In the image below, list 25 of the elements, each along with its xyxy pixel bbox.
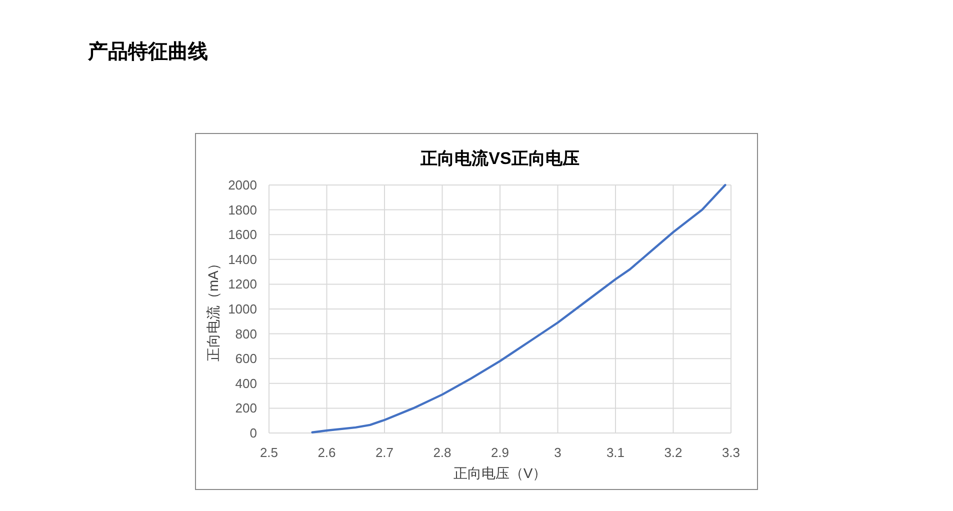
x-tick-label: 3 — [554, 445, 562, 460]
y-tick-label: 600 — [235, 351, 257, 366]
line-series — [311, 184, 726, 434]
x-axis-title: 正向电压（V） — [453, 465, 547, 481]
y-tick-label: 200 — [235, 400, 257, 416]
y-tick-label: 1000 — [228, 302, 257, 316]
chart-title: 正向电流VS正向电压 — [420, 149, 580, 168]
x-tick-label: 2.6 — [318, 445, 336, 460]
x-tick-label: 2.7 — [375, 445, 394, 460]
x-tick-label: 3.2 — [664, 445, 682, 460]
y-tick-label: 0 — [250, 426, 257, 440]
y-tick-label: 1400 — [228, 252, 257, 267]
x-tick-label: 2.8 — [433, 445, 452, 460]
y-tick-label: 400 — [235, 376, 257, 391]
y-tick-label: 800 — [235, 326, 257, 342]
y-axis-title: 正向电流（mA） — [205, 256, 221, 362]
x-tick-label: 2.5 — [260, 445, 278, 460]
x-tick-label: 2.9 — [490, 445, 510, 460]
y-tick-label: 1200 — [228, 276, 257, 292]
y-tick-label: 1600 — [228, 227, 257, 242]
y-tick-label: 2000 — [228, 178, 257, 192]
y-tick-label: 1800 — [228, 202, 257, 218]
text: 产品特征曲线 — [87, 40, 208, 63]
x-tick-label: 3.3 — [722, 445, 740, 460]
x-tick-label: 3.1 — [606, 445, 625, 460]
